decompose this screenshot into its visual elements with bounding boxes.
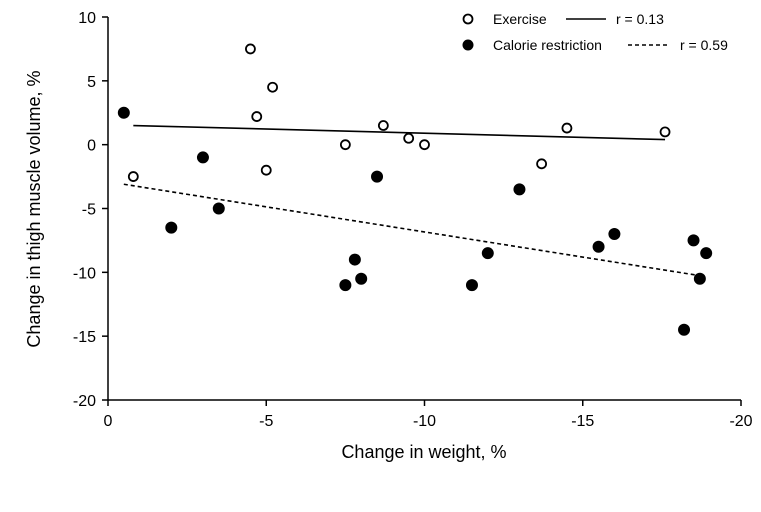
legend-marker-exercise [462,13,474,25]
calorie-restriction-point [348,253,361,266]
exercise-point [536,158,548,170]
calorie-restriction-point [693,272,706,285]
data-points [117,43,713,336]
y-tick-label: 5 [87,74,96,91]
exercise-point [377,120,389,131]
y-tick-label: 0 [87,138,96,155]
axes [107,17,741,401]
exercise-point [245,43,256,55]
calorie-restriction-point [481,247,494,260]
exercise-point [251,111,263,122]
calorie-restriction-point [117,106,130,119]
calorie-restriction-point [592,240,605,253]
calorie-restriction-point [371,170,384,183]
calorie-restriction-point [700,247,713,260]
calorie-restriction-point [608,228,621,241]
calorie-restriction-point [212,202,225,215]
y-axis-title: Change in thigh muscle volume, % [24,70,44,347]
exercise-point [419,139,430,151]
y-tick-label: -10 [73,265,96,282]
legend-r-exercise: r = 0.13 [616,11,664,27]
calorie-restriction-point [339,279,352,292]
exercise-point [339,139,351,151]
calorie-restriction-point [465,279,478,292]
x-tick-label: -20 [729,413,752,430]
calorie-restriction-point [687,234,700,247]
y-tick-label: -15 [73,329,96,346]
x-axis-title: Change in weight, % [341,442,506,462]
x-tick-label: -10 [413,413,436,430]
calorie-restriction-point [355,272,368,285]
calorie-restriction-point [165,221,178,234]
x-tick-label: 0 [104,413,113,430]
x-tick-label: -5 [259,413,273,430]
calorie-restriction-point [196,151,209,164]
legend: Exercise r = 0.13 Calorie restriction r … [462,11,728,53]
exercise-point [127,171,139,182]
exercise-point [403,132,415,144]
trend-line-exercise [133,124,666,141]
trend-lines [123,124,704,277]
y-tick-label: -20 [73,393,96,410]
tick-marks: 0 -5 -10 -15 -20 10 5 0 -5 -10 -15 -20 [73,10,753,430]
y-tick-label: -5 [82,202,96,219]
exercise-point [260,164,272,176]
legend-marker-calorie-restriction [462,39,474,51]
calorie-restriction-point [513,183,526,196]
exercise-point [561,122,573,134]
legend-r-calorie-restriction: r = 0.59 [680,37,728,53]
exercise-point [659,126,671,138]
y-tick-label: 10 [78,10,96,27]
exercise-point [267,81,278,93]
legend-label-exercise: Exercise [493,11,547,27]
x-tick-label: -15 [571,413,594,430]
calorie-restriction-point [678,323,691,336]
legend-label-calorie-restriction: Calorie restriction [493,37,602,53]
